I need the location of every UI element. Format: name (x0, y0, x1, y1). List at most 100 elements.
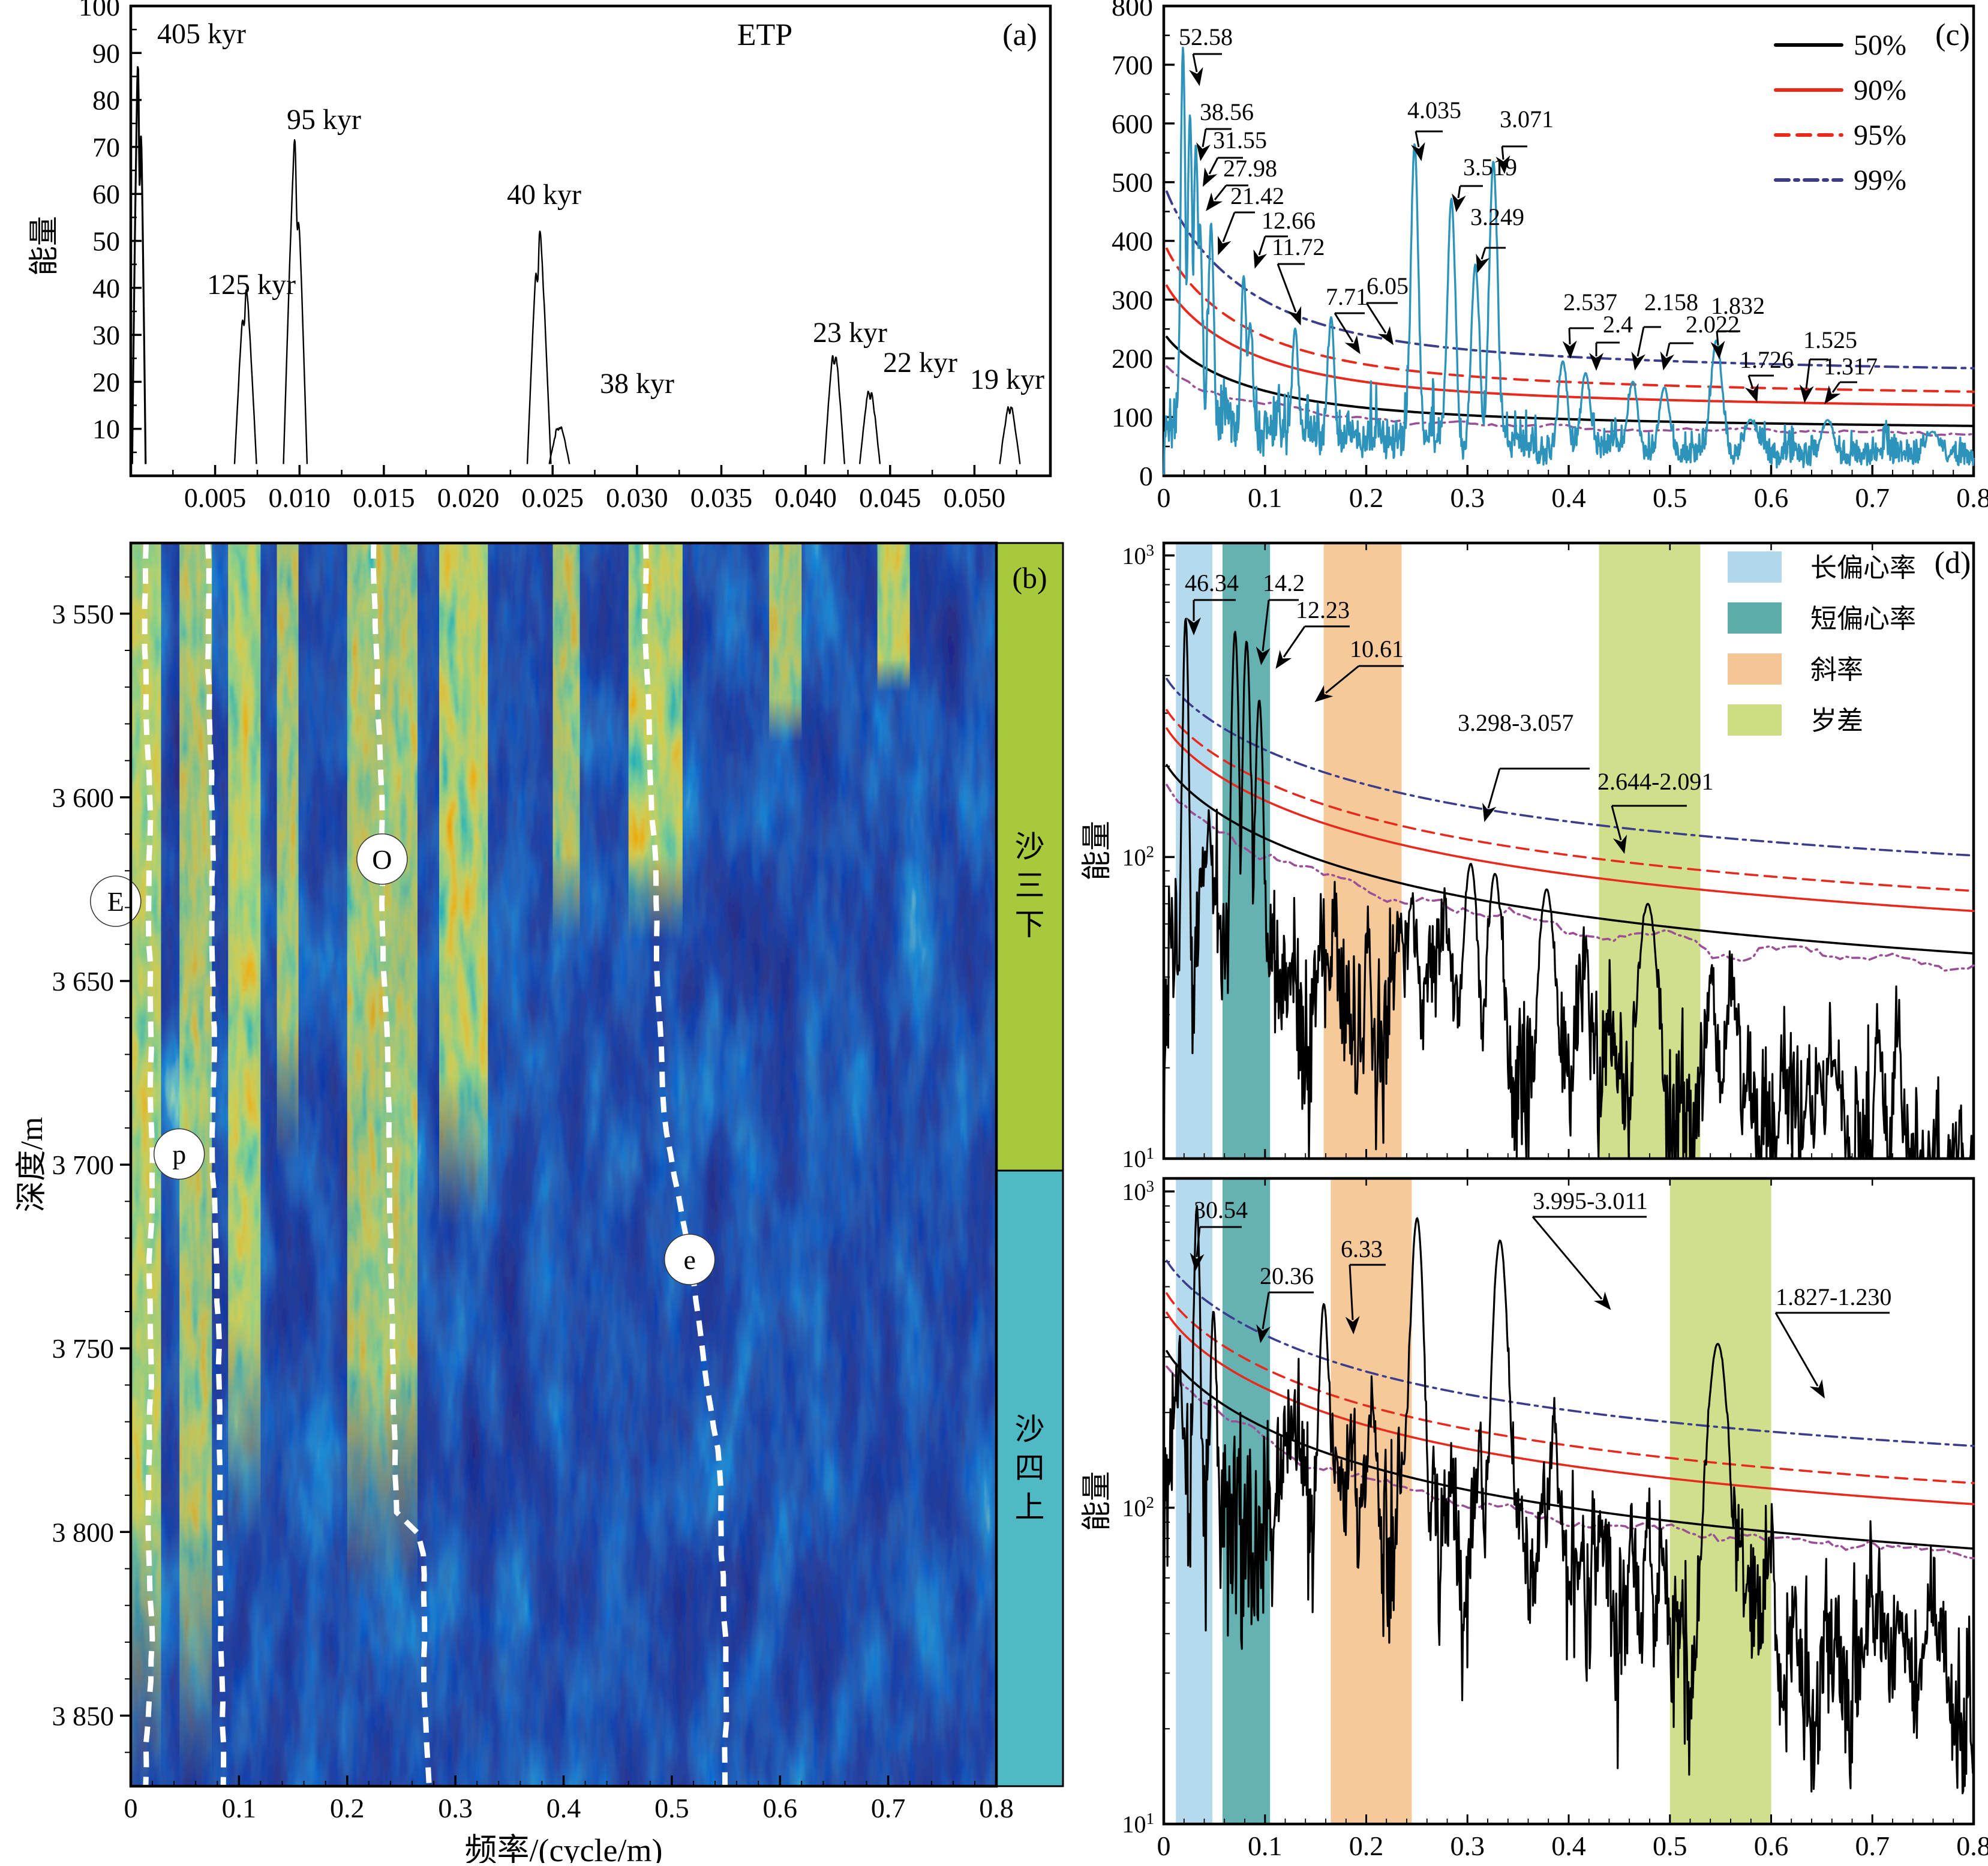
svg-text:e: e (683, 1244, 695, 1275)
svg-text:三: 三 (1015, 869, 1045, 902)
svg-text:3 750: 3 750 (52, 1333, 115, 1364)
svg-text:7.71: 7.71 (1326, 283, 1368, 310)
svg-text:0: 0 (124, 1793, 138, 1823)
svg-text:能量: 能量 (27, 216, 61, 276)
svg-text:沙: 沙 (1015, 830, 1045, 863)
svg-text:4.035: 4.035 (1407, 97, 1461, 124)
svg-text:0.3: 0.3 (1450, 1831, 1485, 1861)
svg-text:斜率: 斜率 (1810, 655, 1863, 685)
svg-text:0: 0 (1139, 461, 1153, 491)
svg-text:0.6: 0.6 (763, 1793, 798, 1823)
svg-text:1.525: 1.525 (1803, 326, 1857, 353)
svg-text:0.8: 0.8 (979, 1793, 1014, 1823)
svg-text:90: 90 (92, 38, 120, 68)
svg-text:10.61: 10.61 (1350, 635, 1404, 662)
svg-text:3.995-3.011: 3.995-3.011 (1533, 1187, 1648, 1214)
svg-text:0.3: 0.3 (438, 1793, 473, 1823)
svg-text:0.015: 0.015 (353, 482, 415, 513)
svg-text:12.23: 12.23 (1296, 596, 1350, 623)
svg-text:0.4: 0.4 (546, 1793, 581, 1823)
svg-text:40 kyr: 40 kyr (507, 179, 581, 211)
svg-text:38 kyr: 38 kyr (600, 368, 674, 400)
svg-text:3 650: 3 650 (52, 966, 115, 997)
svg-text:30: 30 (92, 320, 120, 350)
svg-text:50: 50 (92, 226, 120, 257)
svg-text:深度/m: 深度/m (15, 1117, 49, 1213)
svg-text:0.5: 0.5 (1653, 482, 1687, 513)
svg-text:405 kyr: 405 kyr (157, 18, 246, 50)
svg-text:23 kyr: 23 kyr (813, 317, 887, 349)
svg-text:上: 上 (1015, 1490, 1045, 1524)
svg-text:0.5: 0.5 (654, 1793, 689, 1823)
svg-text:1.832: 1.832 (1711, 292, 1765, 319)
svg-text:0.5: 0.5 (1653, 1831, 1687, 1861)
svg-text:3 700: 3 700 (52, 1150, 115, 1180)
svg-text:12.66: 12.66 (1262, 207, 1316, 234)
svg-text:3 850: 3 850 (52, 1700, 115, 1731)
svg-text:0.035: 0.035 (690, 482, 753, 513)
svg-text:31.55: 31.55 (1213, 127, 1267, 154)
svg-text:0.3: 0.3 (1450, 482, 1485, 513)
svg-text:2.644-2.091: 2.644-2.091 (1597, 768, 1713, 795)
svg-text:11.72: 11.72 (1272, 233, 1325, 260)
svg-text:0.4: 0.4 (1551, 482, 1586, 513)
svg-text:22 kyr: 22 kyr (883, 347, 957, 379)
svg-text:80: 80 (92, 85, 120, 116)
svg-text:700: 700 (1112, 50, 1153, 80)
svg-text:0.050: 0.050 (944, 482, 1006, 513)
svg-text:0: 0 (1157, 1831, 1171, 1861)
svg-text:能量: 能量 (1080, 1471, 1113, 1531)
svg-text:3 600: 3 600 (52, 782, 115, 813)
svg-text:0.020: 0.020 (437, 482, 500, 513)
svg-text:38.56: 38.56 (1200, 98, 1254, 125)
svg-text:14.2: 14.2 (1263, 569, 1305, 596)
svg-text:3.249: 3.249 (1470, 203, 1524, 230)
svg-text:0: 0 (1157, 482, 1171, 513)
svg-text:0.6: 0.6 (1754, 482, 1789, 513)
svg-text:19 kyr: 19 kyr (970, 364, 1044, 395)
svg-text:90%: 90% (1854, 74, 1906, 106)
svg-text:岁差: 岁差 (1810, 706, 1863, 736)
svg-text:0.030: 0.030 (606, 482, 668, 513)
svg-text:50%: 50% (1854, 29, 1906, 61)
svg-text:21.42: 21.42 (1230, 182, 1284, 209)
svg-text:(d): (d) (1935, 546, 1971, 580)
svg-text:0.1: 0.1 (1248, 482, 1283, 513)
svg-text:0.7: 0.7 (1855, 1831, 1890, 1861)
svg-text:52.58: 52.58 (1179, 23, 1233, 50)
svg-text:0.1: 0.1 (222, 1793, 257, 1823)
svg-text:300: 300 (1112, 284, 1153, 315)
svg-text:1.827-1.230: 1.827-1.230 (1776, 1283, 1891, 1310)
svg-text:2.4: 2.4 (1603, 311, 1633, 338)
svg-text:0.6: 0.6 (1754, 1831, 1789, 1861)
svg-text:0.005: 0.005 (184, 482, 247, 513)
svg-text:0.7: 0.7 (1855, 482, 1890, 513)
svg-text:95 kyr: 95 kyr (287, 104, 361, 136)
svg-text:500: 500 (1112, 167, 1153, 198)
svg-text:沙: 沙 (1015, 1412, 1045, 1446)
svg-text:p: p (172, 1139, 186, 1169)
svg-text:(b): (b) (1012, 561, 1047, 595)
svg-text:0.8: 0.8 (1956, 1831, 1988, 1861)
svg-text:125 kyr: 125 kyr (207, 269, 296, 301)
svg-text:800: 800 (1112, 0, 1153, 22)
svg-text:四: 四 (1015, 1451, 1045, 1485)
svg-text:70: 70 (92, 132, 120, 163)
svg-text:0.4: 0.4 (1551, 1831, 1586, 1861)
svg-text:长偏心率: 长偏心率 (1810, 553, 1916, 583)
svg-text:3.519: 3.519 (1463, 154, 1517, 181)
svg-text:O: O (372, 844, 392, 875)
svg-text:0.010: 0.010 (269, 482, 331, 513)
svg-text:600: 600 (1112, 109, 1153, 139)
svg-text:6.05: 6.05 (1367, 272, 1409, 299)
svg-text:E: E (107, 886, 124, 917)
svg-text:46.34: 46.34 (1185, 569, 1239, 596)
svg-text:0.040: 0.040 (774, 482, 837, 513)
svg-text:100: 100 (79, 0, 120, 22)
svg-text:1.317: 1.317 (1824, 353, 1878, 380)
svg-text:0.025: 0.025 (521, 482, 584, 513)
svg-text:下: 下 (1015, 908, 1045, 941)
svg-text:短偏心率: 短偏心率 (1810, 604, 1916, 634)
svg-text:3 800: 3 800 (52, 1517, 115, 1547)
svg-text:6.33: 6.33 (1341, 1235, 1383, 1262)
